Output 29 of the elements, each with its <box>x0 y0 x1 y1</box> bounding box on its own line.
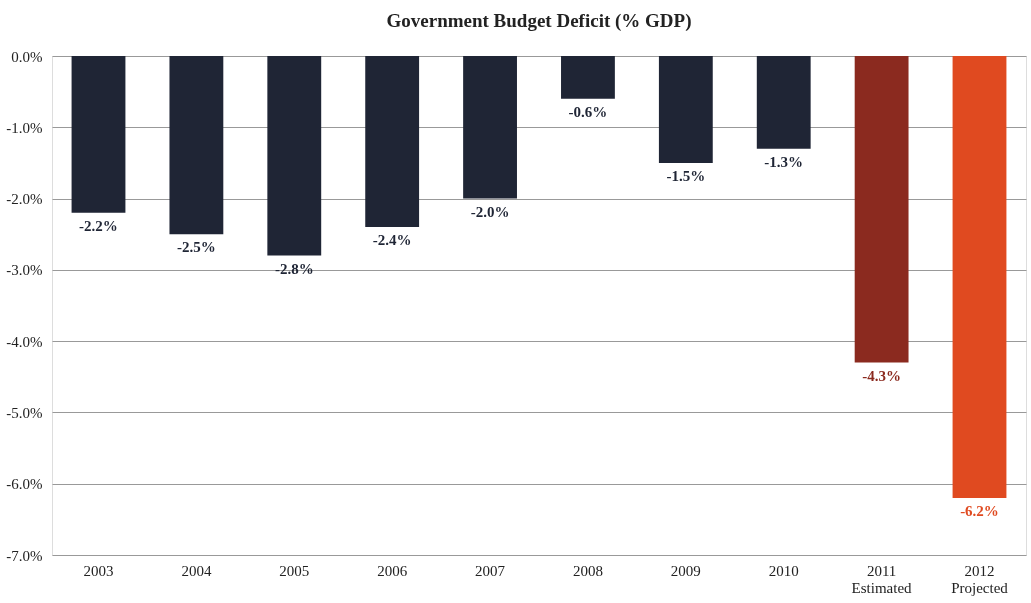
data-label: -2.2% <box>79 217 118 234</box>
data-label: -0.6% <box>568 103 608 120</box>
x-tick-label: 2011 Estimated <box>851 562 913 596</box>
y-tick-label: -5.0% <box>6 404 43 421</box>
x-tick-label: 2008 <box>572 562 603 579</box>
data-label: -1.5% <box>666 167 706 184</box>
x-tick-label: 2007 <box>475 562 506 579</box>
y-tick-label: -3.0% <box>6 262 43 279</box>
data-label: -2.5% <box>177 239 216 256</box>
x-tick-label: 2003 <box>83 562 114 579</box>
x-tick-label: 2006 <box>377 562 408 579</box>
data-label: -2.0% <box>470 203 510 220</box>
chart-title: Government Budget Deficit (% GDP) <box>386 10 692 32</box>
y-tick-label: 0.0% <box>11 48 43 65</box>
data-label: -1.3% <box>764 153 804 170</box>
y-tick-label: -6.0% <box>6 476 43 493</box>
x-tick-label: 2012 Projected <box>951 562 1009 596</box>
data-label: -2.8% <box>274 260 314 277</box>
y-tick-label: -4.0% <box>6 333 43 350</box>
y-tick-label: -1.0% <box>6 119 43 136</box>
y-tick-label: -7.0% <box>6 547 43 564</box>
data-label: -4.3% <box>862 367 901 384</box>
data-label: -6.2% <box>960 502 999 519</box>
x-tick-label: 2005 <box>279 562 310 579</box>
y-tick-label: -2.0% <box>6 191 43 208</box>
x-tick-label: 2009 <box>670 562 701 579</box>
x-tick-label: 2010 <box>768 562 799 579</box>
data-label: -2.4% <box>372 232 412 249</box>
x-tick-label: 2004 <box>181 562 212 579</box>
